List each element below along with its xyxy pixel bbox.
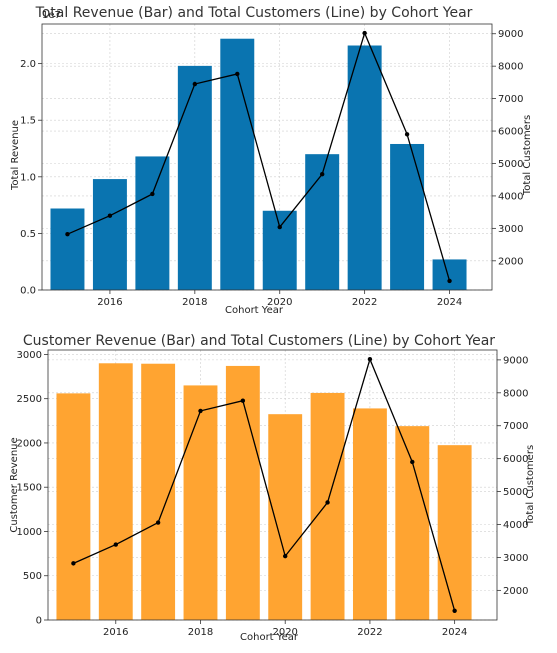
y2-tick-label: 4000 xyxy=(498,191,523,202)
y2-tick-label: 8000 xyxy=(498,62,523,73)
line-point xyxy=(71,561,76,566)
bar xyxy=(305,154,340,290)
bar xyxy=(56,393,91,620)
line-point xyxy=(404,132,410,137)
bar xyxy=(310,392,345,620)
line-point xyxy=(447,278,452,284)
x-tick-label: 2024 xyxy=(442,627,467,638)
customer-revenue-cohort-chart: Customer Revenue (Bar) and Total Custome… xyxy=(9,333,536,643)
bar xyxy=(225,365,260,620)
y2-tick-label: 2000 xyxy=(503,586,528,597)
line-point xyxy=(452,608,457,613)
bar xyxy=(135,156,170,290)
chart-title: Total Revenue (Bar) and Total Customers … xyxy=(35,5,473,21)
line-point xyxy=(155,520,161,525)
y-tick-label: 0 xyxy=(36,616,42,627)
line-point xyxy=(192,81,198,87)
y-axis-label: Total Revenue xyxy=(10,120,21,191)
y-tick-label: 2500 xyxy=(17,394,42,405)
line-point xyxy=(150,191,155,197)
line-point xyxy=(65,232,70,237)
y2-axis-label: Total Customers xyxy=(522,115,533,196)
y2-tick-label: 4000 xyxy=(503,520,528,531)
x-tick-label: 2020 xyxy=(267,297,292,308)
y-tick-label: 0.5 xyxy=(20,229,36,240)
bar xyxy=(98,363,133,620)
y2-tick-label: 6000 xyxy=(503,454,528,465)
chart-title: Customer Revenue (Bar) and Total Custome… xyxy=(23,333,495,349)
y2-tick-label: 5000 xyxy=(498,159,523,170)
bar xyxy=(220,38,255,291)
x-axis-label: Cohort Year xyxy=(225,305,284,316)
bar xyxy=(395,426,430,620)
line-point xyxy=(367,357,373,362)
line-point xyxy=(362,30,367,36)
line-point xyxy=(325,500,330,505)
x-tick-label: 2020 xyxy=(272,627,297,638)
plot-frame xyxy=(41,23,493,291)
y-tick-label: 0.0 xyxy=(20,286,36,297)
x-tick-label: 2018 xyxy=(182,297,207,308)
bar xyxy=(262,210,297,290)
bar xyxy=(177,65,212,290)
line-point xyxy=(410,459,415,465)
line-point xyxy=(107,213,113,218)
y-tick-label: 1.5 xyxy=(20,116,36,127)
y2-tick-label: 6000 xyxy=(498,127,523,138)
customers-line xyxy=(67,31,451,282)
y-offset-text: 1e7 xyxy=(42,10,61,21)
y-axis-label: Customer Revenue xyxy=(9,437,20,532)
y2-tick-label: 7000 xyxy=(503,421,528,432)
x-tick-label: 2022 xyxy=(352,297,377,308)
x-tick-label: 2022 xyxy=(357,627,382,638)
bar xyxy=(390,143,425,290)
y2-tick-label: 3000 xyxy=(503,553,528,564)
line-point xyxy=(319,171,325,177)
bar xyxy=(92,179,127,290)
x-tick-label: 2016 xyxy=(103,627,128,638)
y-tick-label: 1000 xyxy=(17,527,42,538)
y2-tick-label: 3000 xyxy=(498,224,523,235)
x-axis-label: Cohort Year xyxy=(240,632,299,643)
line-point xyxy=(235,71,240,77)
y2-tick-label: 2000 xyxy=(498,256,523,267)
y2-tick-label: 9000 xyxy=(503,355,528,366)
bar xyxy=(183,385,218,620)
customers-line xyxy=(73,357,456,611)
line-point xyxy=(198,408,203,414)
plot-frame xyxy=(47,349,498,621)
bar xyxy=(352,408,387,620)
y-tick-label: 2.0 xyxy=(20,59,36,70)
y2-axis-label: Total Customers xyxy=(525,445,536,526)
y-tick-label: 1.0 xyxy=(20,172,36,183)
x-tick-label: 2016 xyxy=(97,297,122,308)
y-tick-label: 2000 xyxy=(17,438,42,449)
line-point xyxy=(113,542,118,547)
y-tick-label: 1500 xyxy=(17,483,42,494)
x-tick-label: 2024 xyxy=(437,297,462,308)
bar xyxy=(432,259,467,290)
revenue-cohort-chart: Total Revenue (Bar) and Total Customers … xyxy=(10,5,533,316)
line-point xyxy=(283,553,288,559)
y2-tick-label: 9000 xyxy=(498,29,523,40)
line-point xyxy=(240,398,246,403)
bar xyxy=(268,414,303,620)
y2-tick-label: 7000 xyxy=(498,94,523,105)
y2-tick-label: 5000 xyxy=(503,487,528,498)
bar xyxy=(437,445,472,620)
bar xyxy=(50,208,85,290)
y2-tick-label: 8000 xyxy=(503,388,528,399)
bar xyxy=(347,45,382,291)
y-tick-label: 500 xyxy=(23,571,42,582)
y-tick-label: 3000 xyxy=(17,350,42,361)
x-tick-label: 2018 xyxy=(188,627,213,638)
line-point xyxy=(277,224,282,230)
